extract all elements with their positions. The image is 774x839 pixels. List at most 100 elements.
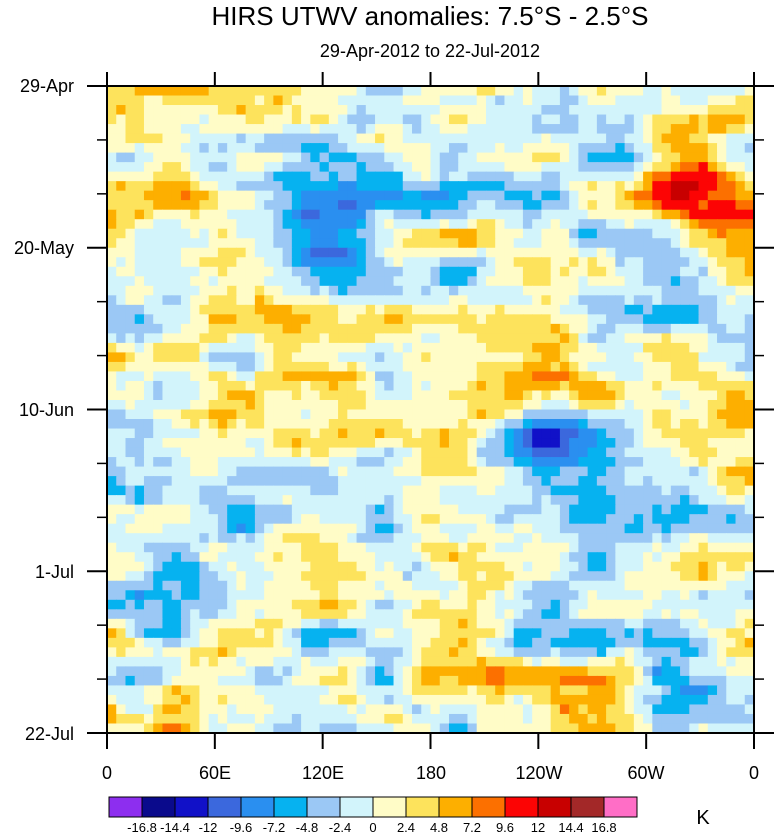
heatmap-cell	[273, 485, 284, 496]
heatmap-cell	[578, 314, 589, 325]
heatmap-cell	[532, 618, 543, 629]
heatmap-cell	[458, 133, 469, 144]
heatmap-cell	[624, 209, 635, 220]
heatmap-cell	[134, 152, 145, 163]
heatmap-cell	[217, 314, 228, 325]
heatmap-cell	[458, 209, 469, 220]
heatmap-cell	[587, 352, 598, 363]
heatmap-cell	[624, 114, 635, 125]
heatmap-cell	[541, 656, 552, 667]
heatmap-cell	[347, 466, 358, 477]
heatmap-cell	[107, 542, 117, 553]
heatmap-cell	[643, 542, 653, 553]
heatmap-cell	[236, 495, 247, 506]
heatmap-cell	[402, 133, 413, 144]
heatmap-cell	[624, 523, 635, 534]
heatmap-cell	[661, 637, 672, 648]
heatmap-cell	[282, 438, 293, 449]
heatmap-cell	[310, 485, 321, 496]
heatmap-cell	[208, 361, 219, 373]
heatmap-cell	[680, 571, 690, 582]
heatmap-cell	[310, 647, 321, 658]
heatmap-cell	[375, 457, 385, 468]
heatmap-cell	[430, 561, 441, 572]
heatmap-cell	[402, 124, 413, 135]
heatmap-cell	[513, 656, 524, 667]
heatmap-cell	[236, 637, 247, 648]
heatmap-cell	[615, 571, 626, 582]
heatmap-cell	[569, 114, 579, 125]
heatmap-cell	[217, 656, 228, 667]
heatmap-cell	[615, 333, 626, 344]
heatmap-cell	[485, 276, 496, 287]
heatmap-cell	[319, 304, 330, 315]
heatmap-cell	[282, 447, 293, 458]
heatmap-cell	[532, 666, 543, 677]
heatmap-cell	[448, 295, 459, 306]
heatmap-cell	[365, 371, 376, 382]
heatmap-cell	[578, 143, 589, 154]
heatmap-cell	[162, 447, 173, 458]
heatmap-cell	[587, 609, 598, 620]
heatmap-cell	[680, 428, 690, 439]
heatmap-cell	[107, 314, 117, 325]
heatmap-cell	[643, 162, 653, 173]
heatmap-cell	[467, 447, 478, 458]
heatmap-cell	[180, 618, 191, 629]
heatmap-cell	[532, 390, 543, 401]
heatmap-cell	[633, 666, 644, 677]
heatmap-cell	[652, 143, 663, 154]
heatmap-cell	[227, 361, 237, 373]
heatmap-cell	[125, 713, 136, 725]
heatmap-cell	[430, 86, 441, 97]
heatmap-cell	[421, 685, 432, 696]
heatmap-cell	[319, 552, 330, 563]
heatmap-cell	[199, 143, 210, 154]
heatmap-cell	[680, 713, 690, 725]
heatmap-cell	[264, 399, 274, 411]
heatmap-cell	[365, 228, 376, 239]
heatmap-cell	[347, 495, 358, 506]
heatmap-cell	[245, 504, 256, 515]
heatmap-cell	[393, 599, 404, 610]
heatmap-cell	[107, 713, 117, 725]
heatmap-cell	[375, 447, 385, 458]
heatmap-cell	[190, 466, 201, 477]
heatmap-cell	[550, 609, 561, 620]
heatmap-cell	[338, 609, 348, 620]
heatmap-cell	[365, 656, 376, 667]
heatmap-cell	[661, 447, 672, 458]
heatmap-cell	[652, 114, 663, 125]
heatmap-cell	[412, 361, 422, 373]
heatmap-cell	[726, 457, 737, 468]
heatmap-cell	[153, 333, 164, 344]
heatmap-cell	[698, 476, 709, 487]
heatmap-cell	[254, 571, 265, 582]
heatmap-cell	[532, 723, 543, 733]
heatmap-cell	[467, 152, 478, 163]
heatmap-cell	[513, 666, 524, 677]
heatmap-cell	[522, 390, 533, 401]
heatmap-cell	[310, 105, 321, 116]
heatmap-field	[107, 86, 754, 733]
heatmap-cell	[541, 352, 552, 363]
heatmap-cell	[264, 409, 274, 420]
heatmap-cell	[587, 105, 598, 116]
heatmap-cell	[606, 171, 616, 182]
heatmap-cell	[476, 181, 487, 192]
heatmap-cell	[162, 675, 173, 687]
heatmap-cell	[116, 390, 127, 401]
heatmap-cell	[504, 323, 515, 334]
heatmap-cell	[116, 609, 127, 620]
heatmap-cell	[707, 523, 718, 534]
heatmap-cell	[375, 285, 385, 296]
heatmap-cell	[180, 247, 191, 258]
heatmap-cell	[744, 675, 754, 687]
heatmap-cell	[199, 380, 210, 392]
heatmap-cell	[421, 114, 432, 125]
heatmap-cell	[476, 485, 487, 496]
heatmap-cell	[264, 276, 274, 287]
heatmap-cell	[236, 114, 247, 125]
heatmap-cell	[596, 143, 607, 154]
heatmap-cell	[495, 314, 506, 325]
